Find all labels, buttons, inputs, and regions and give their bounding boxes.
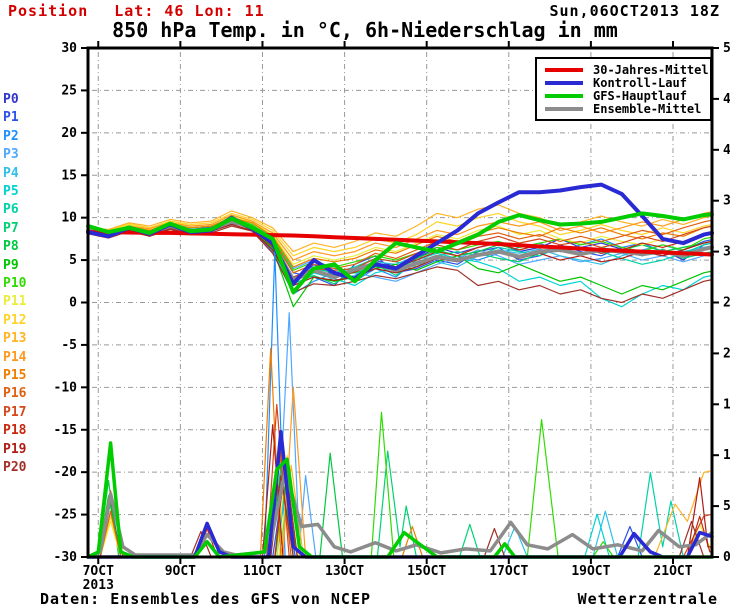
ensemble-member-label: P7 [3,220,19,236]
member-precip-line-P4 [87,495,713,558]
main-precip-GFS-Hauptlauf [86,441,714,559]
legend-item-label: Kontroll-Lauf [593,75,687,90]
member-precip-line-P15 [87,347,713,558]
member-temp-line-P15 [87,217,713,268]
ensemble-member-label: P16 [3,386,27,402]
member-precip-line-P7 [87,450,713,558]
right-axis-label: 0 [723,550,730,565]
legend-line-swatch [545,67,583,72]
left-axis-label: 0 [69,296,77,311]
ensemble-member-label: P6 [3,202,19,218]
ensemble-member-label: P19 [3,441,27,457]
member-precip-line-P6 [87,471,713,558]
x-axis-label: 13OCT [325,564,364,579]
x-axis-label: 9OCT [165,564,196,579]
left-axis-label: -20 [54,465,78,480]
left-axis-label: -10 [54,380,78,395]
main-temp-GFS-Hauptlauf [86,211,714,295]
right-axis-label: 45 [723,92,730,107]
legend-item: GFS-Hauptlauf [545,88,702,103]
left-axis-label: -5 [61,338,77,353]
legend-line-swatch [545,106,583,111]
right-axis-label: 35 [723,194,730,209]
coordinates-label: Lat: 46 Lon: 11 [114,2,265,20]
member-temp-line-P13 [87,204,713,253]
ensemble-member-label: P18 [3,423,27,439]
right-axis-label: 40 [723,143,730,158]
left-axis-label: -30 [54,550,78,565]
legend-item-label: GFS-Hauptlauf [593,88,687,103]
left-axis-label: -15 [54,423,77,438]
right-axis-label: 5 [723,499,730,514]
left-axis-label: 5 [69,253,77,268]
left-axis-label: -25 [54,508,77,523]
ensemble-member-label: P3 [3,147,19,163]
legend-item-label: Ensemble-Mittel [593,101,702,116]
ensemble-member-label: P4 [3,165,19,181]
chart-title: 850 hPa Temp. in °C, 6h-Niederschlag in … [112,18,618,42]
left-axis-label: 30 [61,41,77,56]
right-axis-label: 30 [723,245,730,260]
position-label: Position [8,2,89,20]
left-axis-label: 20 [61,126,77,141]
member-temp-line-P14 [87,211,713,261]
ensemble-member-label: P11 [3,294,27,310]
member-precip-line-P10 [87,411,713,558]
left-axis-label: 10 [61,211,77,226]
x-axis-year-label: 2013 [83,578,114,593]
ensemble-member-label: P14 [3,349,27,365]
ensemble-member-label: P15 [3,368,27,383]
ensemble-member-label: P12 [3,312,27,328]
ensemble-member-label: P8 [3,239,19,255]
x-axis-label: 17OCT [489,564,528,579]
legend-item: 30-Jahres-Mittel [545,63,709,77]
legend-line-swatch [545,80,583,85]
ensemble-member-label: P10 [3,276,27,291]
x-axis-label: 11OCT [243,564,282,579]
x-axis-label: 21OCT [653,564,692,579]
ensemble-member-label: P2 [3,128,19,144]
left-axis-label: 25 [61,83,77,98]
right-axis-label: 25 [723,296,730,311]
data-source-note: Daten: Ensembles des GFS von NCEP [40,590,372,608]
member-precip-line-P11 [87,469,713,558]
x-axis-label: 15OCT [407,564,446,579]
legend-item: Kontroll-Lauf [545,75,702,90]
right-axis-label: 15 [723,397,730,412]
legend-line-swatch [545,93,583,98]
right-axis-label: 10 [723,448,730,463]
ensemble-member-label: P13 [3,331,27,347]
ensemble-member-label: P1 [3,110,19,126]
member-precip-line-P2 [87,251,713,558]
x-axis-label: 7OCT [83,564,114,579]
member-precip-line-P17 [87,403,713,558]
left-axis-label: 15 [61,168,77,183]
run-datetime: Sun,06OCT2013 18Z [549,2,720,20]
ensemble-member-label: P17 [3,404,27,420]
legend: 30-Jahres-Mittel Kontroll-Lauf GFS-Haupt… [535,57,712,121]
legend-item: Ensemble-Mittel [545,101,702,116]
legend-item-label: 30-Jahres-Mittel [593,62,709,77]
ensemble-member-label: P5 [3,184,19,199]
right-axis-label: 20 [723,346,730,361]
ensemble-member-label: P9 [3,257,19,273]
x-axis-label: 19OCT [571,564,610,579]
ensemble-member-label: P20 [3,460,27,475]
ensemble-member-label: P0 [3,92,19,107]
member-precip-line-P3 [87,312,713,558]
position-header: Position Lat: 46 Lon: 11 [8,2,265,20]
right-axis-label: 50 [723,41,730,56]
wetterzentrale-credit: Wetterzentrale [577,590,718,608]
